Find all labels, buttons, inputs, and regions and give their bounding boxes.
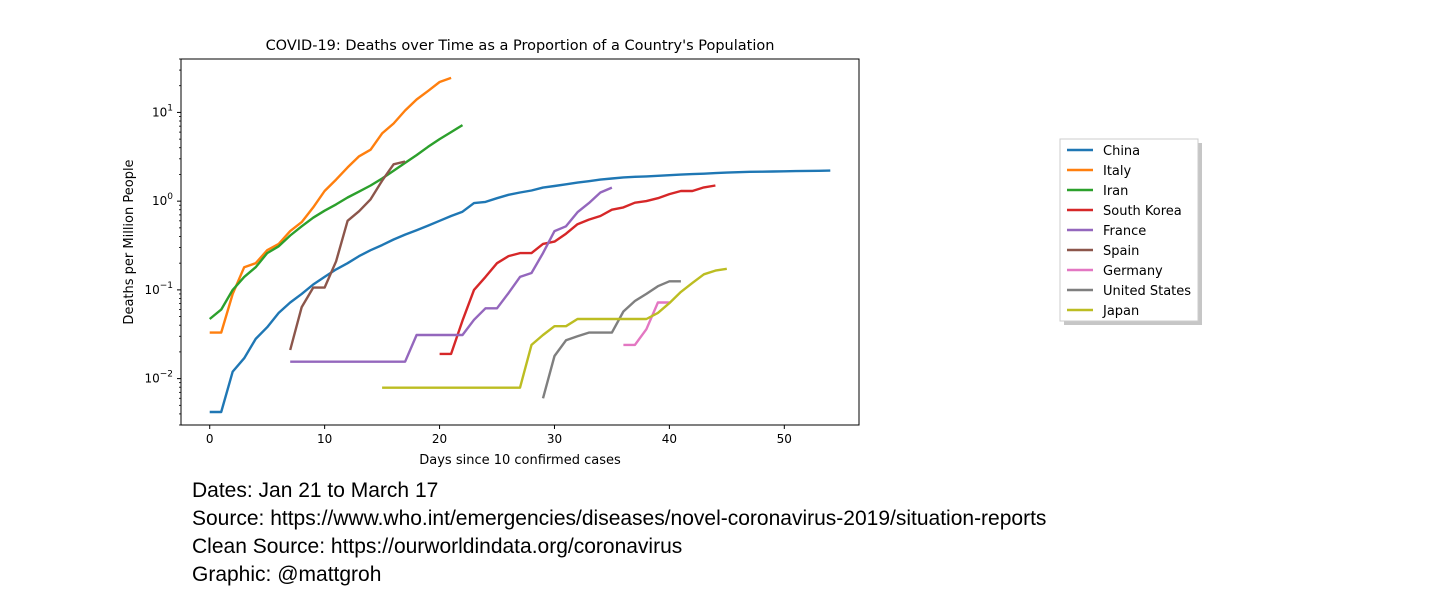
caption-dates: Dates: Jan 21 to March 17: [192, 479, 439, 502]
x-tick-label: 50: [777, 432, 792, 446]
y-tick-label: 10−2: [144, 370, 173, 386]
plot-lines: [208, 76, 831, 414]
legend-label: Japan: [1102, 304, 1139, 319]
series-line-germany: [623, 301, 670, 347]
legend-label: Germany: [1103, 264, 1163, 279]
x-tick-label: 10: [317, 432, 332, 446]
y-tick-label: 101: [152, 103, 173, 119]
x-axis: 0 10 20 30 40 50: [206, 425, 792, 446]
series-line-united-states: [541, 280, 681, 399]
y-tick-label: 100: [152, 192, 173, 208]
chart: COVID-19: Deaths over Time as a Proporti…: [122, 38, 1202, 468]
y-axis-label: Deaths per Million People: [122, 159, 137, 324]
legend-label: Iran: [1103, 184, 1128, 199]
series-line-france: [290, 186, 613, 363]
legend-label: United States: [1103, 284, 1191, 299]
y-axis: 101 100 10−1 10−2: [144, 58, 181, 426]
caption: Dates: Jan 21 to March 17 Source: https:…: [192, 477, 1046, 589]
series-line-south-korea: [439, 184, 716, 356]
x-tick-label: 30: [547, 432, 562, 446]
legend-label: Italy: [1103, 164, 1132, 179]
legend-label: South Korea: [1103, 204, 1182, 219]
caption-clean-source: Clean Source: https://ourworldindata.org…: [192, 535, 683, 558]
series-line-china: [209, 169, 831, 414]
legend-label: France: [1103, 224, 1146, 239]
caption-source: Source: https://www.who.int/emergencies/…: [192, 507, 1047, 530]
x-tick-label: 0: [206, 432, 214, 446]
chart-title: COVID-19: Deaths over Time as a Proporti…: [266, 38, 775, 54]
legend-label: China: [1103, 144, 1140, 159]
x-tick-label: 40: [662, 432, 677, 446]
series-line-japan: [382, 267, 727, 389]
series-line-italy: [209, 76, 452, 334]
y-tick-label: 10−1: [144, 281, 173, 297]
series-line-spain: [289, 160, 406, 351]
plot-frame: [180, 58, 860, 426]
x-axis-label: Days since 10 confirmed cases: [419, 453, 621, 468]
series-line-iran: [208, 124, 464, 320]
legend: China Italy Iran South Korea France Spain Germ…: [1059, 138, 1202, 325]
legend-label: Spain: [1103, 244, 1139, 259]
caption-graphic: Graphic: @mattgroh: [192, 563, 382, 586]
x-tick-label: 20: [432, 432, 447, 446]
